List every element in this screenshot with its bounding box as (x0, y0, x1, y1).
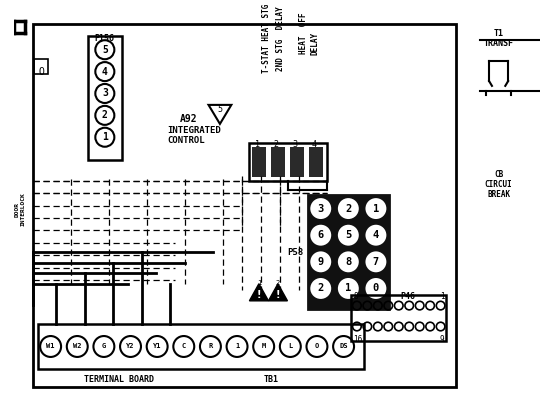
Circle shape (366, 278, 386, 299)
Text: L: L (288, 344, 293, 350)
Text: T-STAT HEAT STG: T-STAT HEAT STG (262, 4, 271, 73)
Text: 8: 8 (345, 257, 351, 267)
Text: 1: 1 (102, 132, 108, 142)
Text: 3: 3 (102, 88, 108, 98)
Text: Y1: Y1 (153, 344, 161, 350)
Circle shape (338, 198, 359, 219)
Text: C: C (182, 344, 186, 350)
Bar (252, 147, 265, 177)
Text: 16: 16 (353, 335, 362, 344)
Text: 9: 9 (440, 335, 444, 344)
Circle shape (310, 251, 331, 272)
Text: R: R (208, 344, 213, 350)
Text: 8: 8 (353, 292, 358, 301)
Text: HEAT  OFF: HEAT OFF (299, 13, 308, 55)
Text: G: G (102, 344, 106, 350)
Bar (249, 143, 327, 181)
Text: TB1: TB1 (264, 375, 279, 384)
Text: M: M (261, 344, 266, 350)
Circle shape (338, 251, 359, 272)
Text: 5: 5 (345, 230, 351, 240)
Text: 5: 5 (217, 105, 222, 114)
Text: INTEGRATED
CONTROL: INTEGRATED CONTROL (168, 126, 222, 145)
Bar (38, 324, 363, 369)
Text: 1: 1 (440, 292, 444, 301)
Text: 1: 1 (345, 284, 351, 293)
Text: CB
CIRCUI
BREAK: CB CIRCUI BREAK (485, 169, 512, 199)
Circle shape (310, 278, 331, 299)
Text: 2: 2 (317, 284, 324, 293)
Bar (271, 147, 285, 177)
Text: 2: 2 (102, 110, 108, 120)
Text: W2: W2 (73, 344, 81, 350)
Text: O: O (315, 344, 319, 350)
Bar (33, 24, 456, 387)
Bar (351, 295, 447, 341)
Bar (309, 147, 322, 177)
Text: 1: 1 (254, 140, 259, 149)
Text: DELAY: DELAY (310, 32, 319, 55)
Text: !: ! (257, 290, 261, 300)
Text: A92: A92 (180, 115, 198, 124)
Text: O: O (38, 67, 44, 77)
Text: !: ! (276, 290, 280, 300)
Text: 2: 2 (274, 140, 279, 149)
Text: 1: 1 (373, 203, 379, 214)
Text: 2: 2 (276, 280, 280, 286)
Text: 2ND STG  DELAY: 2ND STG DELAY (276, 6, 285, 71)
Bar (290, 147, 304, 177)
Text: 2: 2 (345, 203, 351, 214)
Text: Y2: Y2 (126, 344, 135, 350)
Polygon shape (249, 284, 269, 301)
Text: P46: P46 (401, 292, 416, 301)
Circle shape (366, 251, 386, 272)
Text: W1: W1 (47, 344, 55, 350)
Text: 5: 5 (102, 45, 108, 55)
Circle shape (338, 225, 359, 246)
Circle shape (366, 225, 386, 246)
Text: T1
TRANSF: T1 TRANSF (484, 29, 514, 48)
Text: 7: 7 (373, 257, 379, 267)
Polygon shape (269, 284, 288, 301)
Text: 3: 3 (293, 140, 297, 149)
Text: 0: 0 (373, 284, 379, 293)
Bar (88, 36, 122, 160)
Text: 4: 4 (373, 230, 379, 240)
Text: P156: P156 (95, 34, 115, 43)
Text: 1: 1 (235, 344, 239, 350)
Text: 4: 4 (311, 140, 316, 149)
Text: 9: 9 (317, 257, 324, 267)
Circle shape (310, 225, 331, 246)
Text: 4: 4 (102, 67, 108, 77)
Bar (309, 195, 389, 309)
Text: 1: 1 (257, 280, 261, 286)
Text: P58: P58 (288, 248, 304, 257)
Text: 3: 3 (317, 203, 324, 214)
Text: 6: 6 (317, 230, 324, 240)
Circle shape (366, 198, 386, 219)
Circle shape (310, 198, 331, 219)
Text: TERMINAL BOARD: TERMINAL BOARD (84, 375, 154, 384)
Text: DOOR
INTERLOCK: DOOR INTERLOCK (15, 193, 25, 226)
Text: DS: DS (340, 344, 348, 350)
Bar (34, 59, 48, 74)
Circle shape (338, 278, 359, 299)
